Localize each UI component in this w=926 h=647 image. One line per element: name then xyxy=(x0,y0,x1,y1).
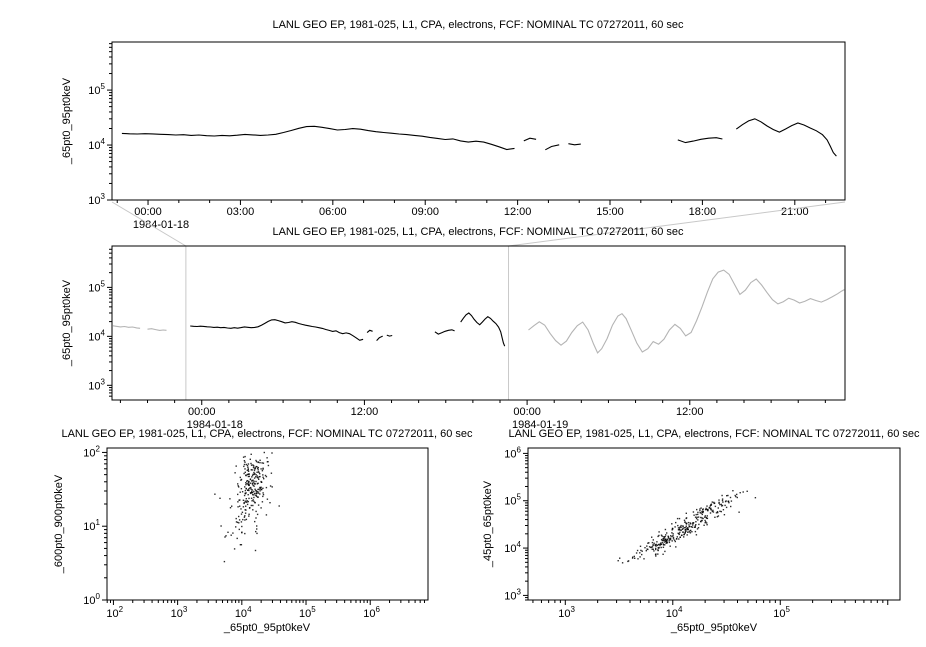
panel-3-y-axis-label: _600pt0_900pt0keV xyxy=(53,474,65,574)
panel-scatter-45-65[interactable]: 103 104 105 106 103 104 105 xyxy=(504,445,901,620)
panel-2-title: LANL GEO EP, 1981-025, L1, CPA, electron… xyxy=(272,226,684,238)
svg-text:104: 104 xyxy=(88,328,105,343)
svg-text:103: 103 xyxy=(558,605,575,620)
svg-text:104: 104 xyxy=(504,540,521,555)
svg-text:12:00: 12:00 xyxy=(504,206,532,218)
svg-text:105: 105 xyxy=(88,82,105,97)
svg-text:101: 101 xyxy=(83,518,100,533)
panel-1-title: LANL GEO EP, 1981-025, L1, CPA, electron… xyxy=(272,19,684,31)
svg-text:06:00: 06:00 xyxy=(319,206,347,218)
series-line xyxy=(112,325,167,331)
panel-4-x-axis-label: _65pt0_95pt0keV xyxy=(670,622,758,634)
panel-scatter-600-900[interactable]: 100 101 102 102 103 104 105 106 xyxy=(83,444,429,620)
svg-text:1984-01-18: 1984-01-18 xyxy=(133,219,189,231)
plot-data xyxy=(617,490,757,564)
svg-text:09:00: 09:00 xyxy=(411,206,439,218)
svg-text:1984-01-18: 1984-01-18 xyxy=(187,419,243,431)
panel-1-y-axis-label: _65pt0_95pt0keV xyxy=(61,77,73,165)
svg-text:105: 105 xyxy=(299,605,316,620)
plot-data xyxy=(112,269,845,354)
svg-text:18:00: 18:00 xyxy=(689,206,717,218)
series-line xyxy=(528,269,845,354)
svg-text:15:00: 15:00 xyxy=(596,206,624,218)
panel-3-x-axis-label: _65pt0_95pt0keV xyxy=(223,622,311,634)
svg-text:12:00: 12:00 xyxy=(351,406,379,418)
svg-text:00:00: 00:00 xyxy=(513,406,541,418)
series-line xyxy=(190,312,506,347)
panel-4-y-axis-label: _45pt0_65pt0keV xyxy=(482,480,494,568)
panel-2-y-axis-label: _65pt0_95pt0keV xyxy=(61,279,73,367)
svg-text:103: 103 xyxy=(88,377,105,392)
svg-text:106: 106 xyxy=(504,445,521,460)
svg-text:106: 106 xyxy=(363,605,380,620)
svg-text:00:00: 00:00 xyxy=(188,406,216,418)
panel-4-title: LANL GEO EP, 1981-025, L1, CPA, electron… xyxy=(508,428,920,440)
panel-3-title: LANL GEO EP, 1981-025, L1, CPA, electron… xyxy=(61,428,473,440)
svg-text:1984-01-19: 1984-01-19 xyxy=(512,419,568,431)
svg-text:03:00: 03:00 xyxy=(227,206,255,218)
svg-text:105: 105 xyxy=(504,493,521,508)
svg-text:105: 105 xyxy=(773,605,790,620)
svg-text:103: 103 xyxy=(171,605,188,620)
svg-text:103: 103 xyxy=(504,587,521,602)
plot-data xyxy=(214,451,280,563)
series-line xyxy=(121,118,837,157)
svg-text:105: 105 xyxy=(88,279,105,294)
svg-text:102: 102 xyxy=(83,444,100,459)
plot-data xyxy=(121,118,837,157)
svg-text:12:00: 12:00 xyxy=(676,406,704,418)
svg-text:104: 104 xyxy=(235,605,252,620)
svg-text:104: 104 xyxy=(88,137,105,152)
axes: 103 104 105 106 103 104 105 xyxy=(504,445,901,620)
svg-text:104: 104 xyxy=(666,605,683,620)
selection-box xyxy=(185,245,510,401)
svg-text:100: 100 xyxy=(83,592,100,607)
svg-text:00:00: 00:00 xyxy=(134,206,162,218)
svg-text:102: 102 xyxy=(106,605,123,620)
svg-text:103: 103 xyxy=(88,192,105,207)
